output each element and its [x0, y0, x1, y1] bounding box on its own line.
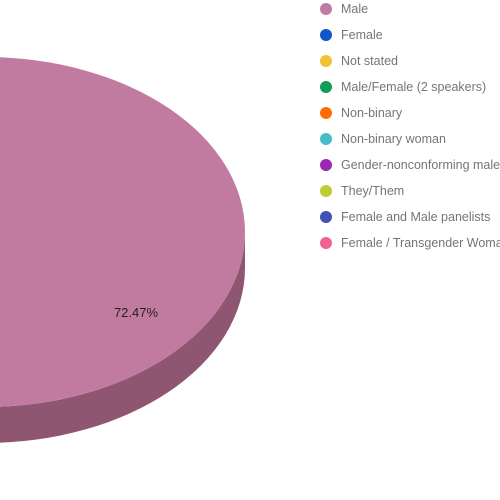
- legend-item-non-binary-woman[interactable]: Non-binary woman: [320, 132, 446, 146]
- legend-item-non-binary[interactable]: Non-binary: [320, 106, 403, 120]
- pie-group: [0, 57, 245, 443]
- legend-swatch: [320, 185, 332, 197]
- legend-item-they-them[interactable]: They/Them: [320, 184, 404, 198]
- legend-label: Non-binary: [341, 106, 403, 120]
- legend-swatch: [320, 237, 332, 249]
- legend-swatch: [320, 29, 332, 41]
- legend-item-gender-nonconforming-male[interactable]: Gender-nonconforming male: [320, 158, 500, 172]
- legend-label: Gender-nonconforming male: [341, 158, 500, 172]
- legend-label: Male: [341, 2, 368, 16]
- legend-swatch: [320, 133, 332, 145]
- legend-item-not-stated[interactable]: Not stated: [320, 54, 398, 68]
- legend-swatch: [320, 107, 332, 119]
- legend-item-female-and-male-panelists[interactable]: Female and Male panelists: [320, 210, 490, 224]
- pie-slice-male[interactable]: [0, 57, 245, 407]
- legend-swatch: [320, 159, 332, 171]
- legend-item-female-transgender-woman[interactable]: Female / Transgender Woman: [320, 236, 500, 250]
- legend-label: Female / Transgender Woman: [341, 236, 500, 250]
- legend-swatch: [320, 55, 332, 67]
- legend: Male Female Not stated Male/Female (2 speak…: [320, 2, 500, 250]
- legend-swatch: [320, 81, 332, 93]
- legend-item-male-female-2-speakers[interactable]: Male/Female (2 speakers): [320, 80, 486, 94]
- legend-item-male[interactable]: Male: [320, 2, 368, 16]
- legend-label: Non-binary woman: [341, 132, 446, 146]
- legend-label: Female and Male panelists: [341, 210, 490, 224]
- legend-label: Male/Female (2 speakers): [341, 80, 486, 94]
- legend-swatch: [320, 211, 332, 223]
- pie-side-male: [0, 232, 245, 443]
- slice-label-male: 72.47%: [114, 305, 159, 320]
- legend-label: Not stated: [341, 54, 398, 68]
- legend-label: They/Them: [341, 184, 404, 198]
- legend-swatch: [320, 3, 332, 15]
- legend-label: Female: [341, 28, 383, 42]
- legend-item-female[interactable]: Female: [320, 28, 383, 42]
